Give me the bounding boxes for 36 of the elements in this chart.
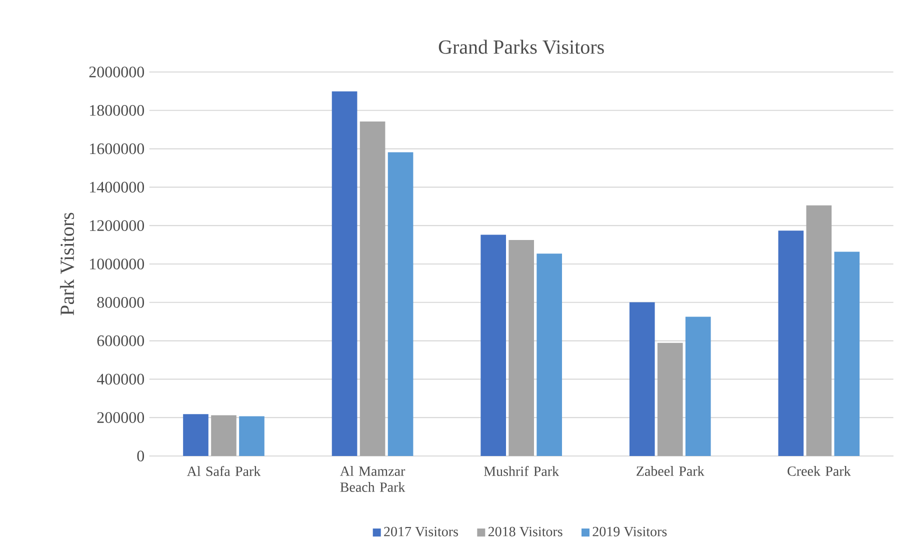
y-tick-label: 1200000 bbox=[90, 220, 144, 231]
x-tick-label: Al Safa Park bbox=[186, 466, 261, 476]
chart-title: Grand Parks Visitors bbox=[438, 40, 604, 54]
y-axis-title: Park Visitors bbox=[60, 212, 74, 316]
bar bbox=[388, 152, 414, 456]
bar bbox=[239, 416, 264, 456]
x-tick-label: Al Mamzar Beach Park bbox=[340, 466, 406, 492]
legend-label: 2018 Visitors bbox=[488, 526, 562, 536]
bar bbox=[629, 302, 655, 456]
bar bbox=[183, 414, 208, 456]
bar bbox=[657, 342, 683, 456]
legend-label: 2019 Visitors bbox=[592, 526, 667, 536]
y-tick-label: 0 bbox=[137, 450, 144, 462]
x-tick-label: Creek Park bbox=[788, 466, 851, 476]
y-tick-label: 200000 bbox=[97, 412, 144, 423]
y-tick-label: 400000 bbox=[96, 374, 144, 385]
y-tick-label: 1800000 bbox=[90, 104, 144, 116]
bar bbox=[211, 415, 236, 456]
bar bbox=[806, 205, 832, 456]
bar bbox=[480, 234, 506, 456]
x-tick-label: Zabeel Park bbox=[636, 466, 704, 476]
bar bbox=[332, 91, 358, 456]
bar bbox=[508, 240, 534, 456]
x-tick-label: Mushrif Park bbox=[484, 466, 560, 476]
y-tick-label: 1600000 bbox=[90, 143, 144, 154]
bar bbox=[685, 316, 711, 456]
y-tick-label: 1400000 bbox=[90, 182, 144, 193]
y-tick-label: 1000000 bbox=[90, 258, 144, 270]
legend-label: 2017 Visitors bbox=[384, 526, 458, 536]
bar bbox=[536, 254, 562, 456]
bar bbox=[360, 122, 386, 456]
bar bbox=[834, 252, 860, 456]
bar bbox=[778, 230, 804, 456]
y-tick-label: 800000 bbox=[97, 296, 144, 308]
y-tick-label: 600000 bbox=[97, 335, 144, 346]
y-tick-label: 2000000 bbox=[89, 66, 144, 78]
